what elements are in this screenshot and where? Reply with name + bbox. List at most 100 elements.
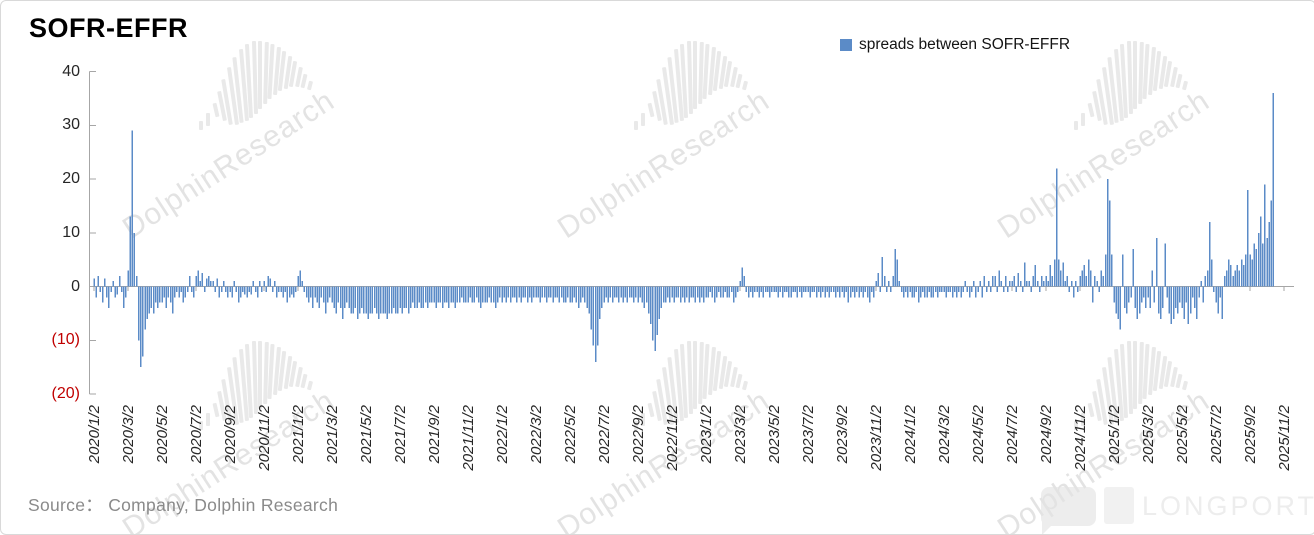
bar <box>688 286 690 303</box>
bar <box>656 286 658 335</box>
bar <box>990 286 992 292</box>
source-note: Source： Company, Dolphin Research <box>28 495 339 515</box>
bar <box>1113 286 1115 303</box>
bar <box>212 281 214 287</box>
x-axis-tick-label: 2021/1/2 <box>290 405 307 464</box>
bar <box>599 286 601 319</box>
bar <box>788 286 790 298</box>
bar <box>1164 243 1166 287</box>
bar <box>936 286 939 298</box>
bar <box>1115 286 1117 314</box>
bar <box>171 286 174 314</box>
bar <box>739 281 741 287</box>
x-axis-tick-label: 2023/1/2 <box>698 405 715 464</box>
x-axis-tick-label: 2022/3/2 <box>528 405 545 464</box>
bar <box>112 281 114 287</box>
bar <box>728 286 731 298</box>
bar <box>1236 265 1238 287</box>
x-axis-tick-label: 2023/7/2 <box>800 405 817 464</box>
bar <box>1181 286 1183 308</box>
bar <box>137 286 140 341</box>
bar <box>1191 286 1194 298</box>
bar <box>497 286 499 303</box>
bar <box>531 286 533 303</box>
bar <box>431 286 433 303</box>
bar <box>135 275 138 287</box>
bar <box>271 286 274 292</box>
bar <box>152 286 155 314</box>
bar <box>1221 286 1224 319</box>
bar <box>1100 270 1102 287</box>
bar <box>851 286 854 292</box>
bar <box>681 286 684 298</box>
bar <box>1030 286 1032 292</box>
bar <box>256 286 259 298</box>
bar <box>278 286 280 292</box>
bar <box>435 286 437 308</box>
bar <box>299 270 301 287</box>
bar <box>677 286 680 298</box>
bar <box>214 286 216 292</box>
bar <box>798 286 801 292</box>
bar <box>324 286 327 314</box>
bar <box>577 286 580 308</box>
bar <box>123 286 125 308</box>
bar <box>960 286 962 298</box>
bar <box>473 286 476 303</box>
bar <box>1187 286 1190 325</box>
bar <box>356 286 359 319</box>
bar <box>919 286 922 298</box>
bar <box>488 286 490 298</box>
bar <box>934 286 937 292</box>
x-axis-tick-label: 2023/11/2 <box>868 405 885 471</box>
bar <box>199 281 201 287</box>
bar <box>805 286 807 292</box>
bar <box>327 286 329 303</box>
bar <box>902 286 905 298</box>
bar <box>390 286 393 314</box>
bar <box>424 286 427 303</box>
bar <box>1106 179 1109 287</box>
bar <box>758 286 760 298</box>
bar <box>652 286 654 341</box>
bar <box>450 286 452 303</box>
bar <box>312 286 314 308</box>
bar <box>749 286 752 292</box>
bar <box>824 286 826 298</box>
bar <box>409 286 412 308</box>
bar <box>794 286 796 292</box>
bar <box>777 286 779 298</box>
bar <box>437 286 439 303</box>
bar <box>301 281 303 287</box>
bar <box>1217 286 1219 314</box>
bar <box>225 286 227 292</box>
bar <box>1096 281 1098 287</box>
y-axis-tick-label: 30 <box>62 116 80 134</box>
bar <box>868 286 871 303</box>
bar <box>650 286 652 325</box>
bar <box>388 286 391 314</box>
bar <box>1004 275 1007 287</box>
x-axis-tick-label: 2024/9/2 <box>1038 405 1055 464</box>
bar <box>909 286 911 292</box>
bar <box>1213 286 1215 292</box>
bar <box>248 286 250 292</box>
bar <box>1070 281 1073 287</box>
bar <box>399 286 401 308</box>
bar <box>1157 286 1160 314</box>
bar <box>184 286 187 298</box>
bar <box>745 286 748 292</box>
bar <box>1232 275 1234 287</box>
bar <box>1028 281 1030 287</box>
bar <box>992 275 994 287</box>
bar <box>611 286 614 303</box>
bar <box>167 286 170 298</box>
bar <box>828 286 830 298</box>
bar <box>601 286 603 308</box>
bar <box>692 286 694 298</box>
bar <box>501 286 503 303</box>
bar <box>647 286 650 314</box>
bar <box>176 286 178 292</box>
bar <box>293 286 295 298</box>
